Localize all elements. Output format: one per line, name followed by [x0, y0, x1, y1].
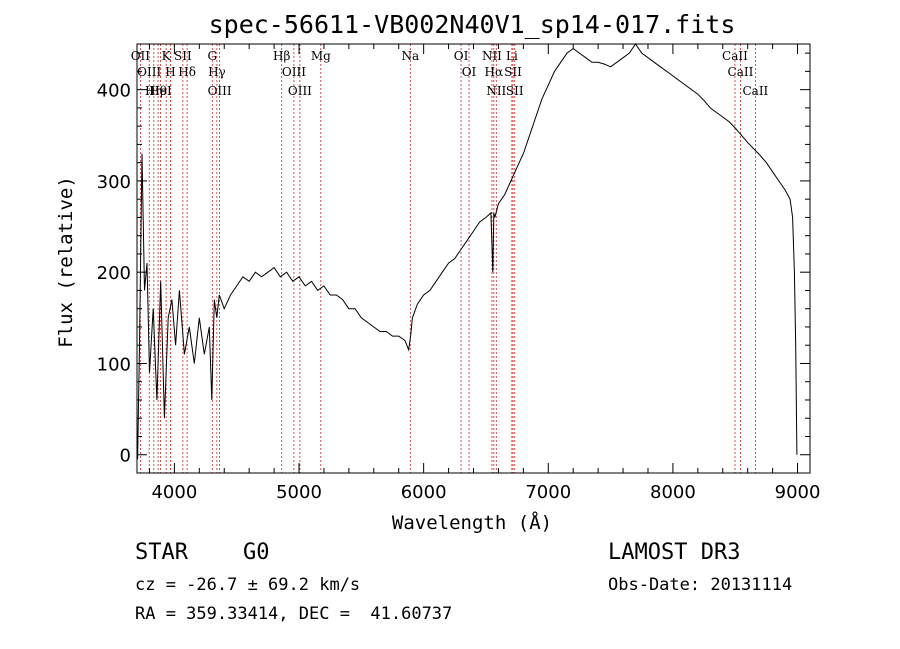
- emission-line-label: G: [207, 49, 217, 63]
- emission-line-label: Hη: [145, 84, 163, 98]
- obs-date: Obs-Date: 20131114: [608, 575, 793, 595]
- spectral-subclass: G0: [243, 540, 270, 565]
- y-tick-label: 400: [97, 81, 131, 102]
- ra-dec-coords: RA = 359.33414, DEC = 41.60737: [135, 604, 453, 624]
- emission-line-label: Hα: [485, 65, 504, 79]
- emission-line-label: OI: [462, 65, 477, 79]
- emission-line-label: CaII: [722, 49, 748, 63]
- emission-line-label: Hγ: [208, 65, 226, 79]
- emission-line-label: SII: [504, 65, 522, 79]
- survey-name: LAMOST DR3: [608, 540, 741, 565]
- y-axis-ticks: 0 100 200 300 400: [97, 52, 810, 467]
- x-tick-label: 5000: [276, 482, 322, 503]
- emission-line-label: OIII: [282, 65, 306, 79]
- plot-frame: [136, 43, 811, 474]
- x-axis-ticks: 4000 5000 6000 7000 8000 9000: [148, 44, 821, 503]
- x-tick-label: 4000: [151, 482, 197, 503]
- emission-line-markers: [139, 44, 756, 473]
- emission-line-label: OIII: [288, 84, 312, 98]
- x-tick-label: 6000: [401, 482, 447, 503]
- emission-line-label: Li: [506, 49, 518, 63]
- y-axis-label: Flux (relative): [55, 176, 77, 348]
- emission-line-label: SII: [174, 49, 192, 63]
- y-tick-label: 300: [97, 172, 131, 193]
- x-tick-label: 9000: [775, 482, 821, 503]
- emission-line-label: OII: [131, 49, 151, 63]
- y-tick-label: 0: [120, 446, 131, 467]
- x-axis-label: Wavelength (Å): [392, 511, 552, 534]
- emission-line-label: CaII: [742, 84, 768, 98]
- emission-line-label: Hθ: [149, 84, 167, 98]
- emission-line-label: HeI: [149, 84, 172, 98]
- emission-line-label: Hβ: [273, 49, 290, 63]
- emission-line-label: OIII: [208, 84, 232, 98]
- x-tick-label: 8000: [650, 482, 696, 503]
- emission-line-label: SII: [506, 84, 524, 98]
- object-class: STAR: [135, 540, 188, 565]
- emission-line-label: Mg: [311, 49, 331, 63]
- spectrum-line: [137, 43, 798, 460]
- emission-line-label: K: [162, 49, 172, 63]
- emission-line-label: OIII: [137, 65, 161, 79]
- emission-line-label: Hδ: [178, 65, 196, 79]
- y-tick-label: 200: [97, 263, 131, 284]
- x-tick-label: 7000: [525, 482, 571, 503]
- emission-line-label: NII: [482, 49, 502, 63]
- y-tick-label: 100: [97, 354, 131, 375]
- chart-title: spec-56611-VB002N40V1_sp14-017.fits: [209, 10, 736, 39]
- emission-line-label: Na: [401, 49, 419, 63]
- redshift-cz: cz = -26.7 ± 69.2 km/s: [135, 575, 361, 595]
- spectrum-chart: spec-56611-VB002N40V1_sp14-017.fits OIIO…: [55, 10, 821, 534]
- emission-line-label: H: [165, 65, 175, 79]
- emission-line-label: NII: [486, 84, 506, 98]
- emission-line-label: OI: [454, 49, 469, 63]
- emission-line-label: CaII: [728, 65, 754, 79]
